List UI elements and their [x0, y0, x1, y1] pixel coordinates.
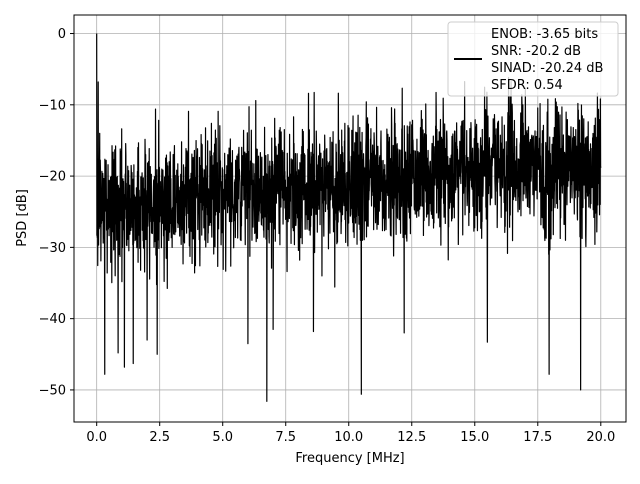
- legend: ENOB: -3.65 bits SNR: -20.2 dB SINAD: -2…: [447, 21, 619, 97]
- x-tick-label: 2.5: [149, 430, 170, 445]
- y-tick-label: −40: [39, 312, 66, 327]
- legend-entry-sfdr: SFDR: 0.54: [491, 78, 563, 93]
- psd-series-line: [96, 33, 602, 402]
- y-tick-label: −30: [39, 241, 66, 256]
- ticks-layer: 0.0 2.5 5.0 7.5 10.0 12.5 15.0 17.5 20.0 0 −10 −20 −…: [39, 27, 616, 445]
- x-tick-label: 17.5: [523, 430, 552, 445]
- x-axis-label: Frequency [MHz]: [295, 451, 404, 466]
- legend-entry-enob: ENOB: -3.65 bits: [491, 27, 598, 42]
- x-tick-label: 10.0: [334, 430, 363, 445]
- plot-frame: [73, 14, 627, 423]
- y-tick-label: −10: [39, 98, 66, 113]
- x-tick-label: 7.5: [275, 430, 296, 445]
- series-layer: [96, 33, 602, 402]
- y-tick-label: 0: [58, 27, 66, 42]
- x-tick-label: 5.0: [212, 430, 233, 445]
- x-tick-label: 12.5: [397, 430, 426, 445]
- y-tick-label: −20: [39, 170, 66, 185]
- x-tick-label: 15.0: [460, 430, 489, 445]
- y-tick-label: −50: [39, 383, 66, 398]
- x-tick-label: 0.0: [86, 430, 107, 445]
- legend-box: [447, 21, 619, 97]
- legend-entry-snr: SNR: -20.2 dB: [491, 44, 581, 59]
- y-axis-label: PSD [dB]: [15, 189, 30, 247]
- x-tick-label: 20.0: [586, 430, 615, 445]
- legend-entry-sinad: SINAD: -20.24 dB: [491, 61, 603, 76]
